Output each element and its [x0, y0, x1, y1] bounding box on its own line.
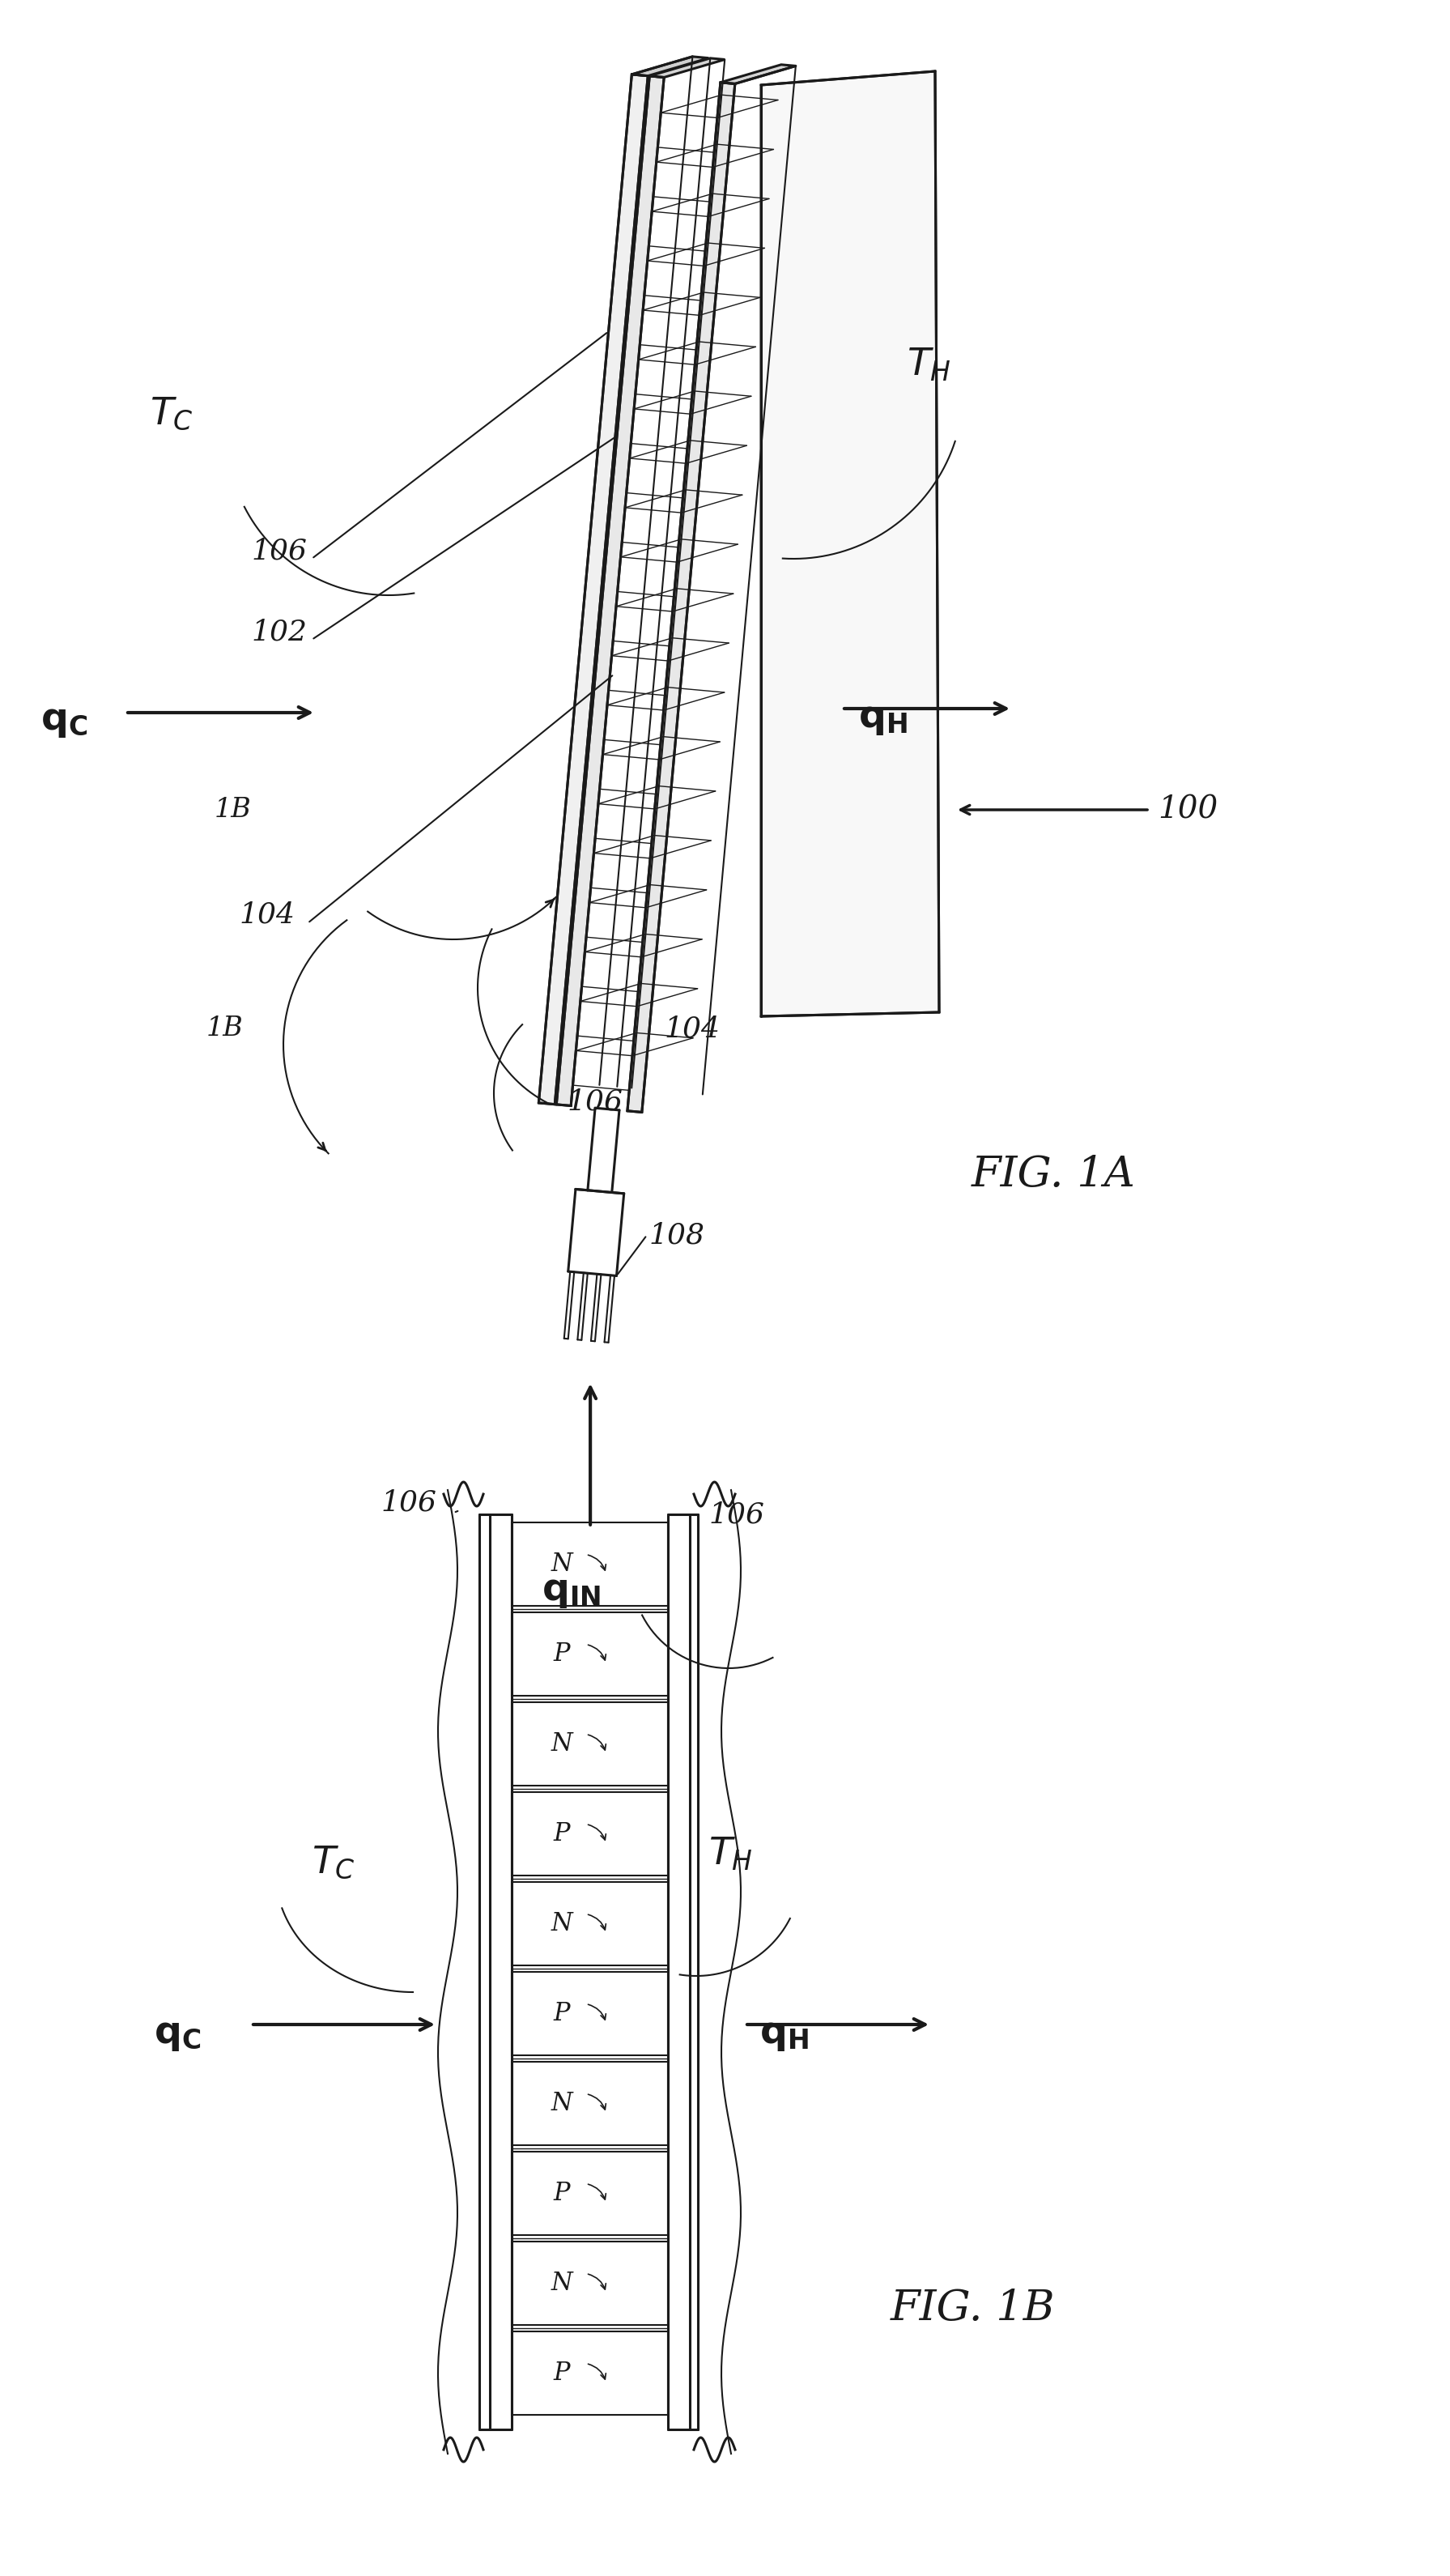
Text: $\mathbf{q_H}$: $\mathbf{q_H}$ — [760, 2017, 809, 2053]
Text: 104: 104 — [664, 1015, 719, 1043]
Bar — [512, 1613, 668, 1695]
Text: 104: 104 — [239, 902, 294, 930]
Bar — [512, 2241, 668, 2326]
Bar — [512, 1703, 668, 1785]
Text: P: P — [554, 2002, 570, 2027]
Text: FIG. 1A: FIG. 1A — [972, 1154, 1135, 1195]
Text: $\mathbf{q_{IN}}$: $\mathbf{q_{IN}}$ — [542, 1574, 600, 1610]
Bar — [512, 1971, 668, 2056]
Text: $\mathbf{q_H}$: $\mathbf{q_H}$ — [858, 701, 908, 737]
Bar — [512, 1793, 668, 1875]
Text: P: P — [554, 2182, 570, 2205]
Polygon shape — [761, 72, 940, 1018]
Polygon shape — [628, 82, 735, 1113]
Bar — [512, 1883, 668, 1965]
Text: $T_H$: $T_H$ — [709, 1837, 753, 1873]
Polygon shape — [557, 77, 664, 1105]
Text: $\mathbf{q_C}$: $\mathbf{q_C}$ — [41, 703, 87, 739]
Text: P: P — [554, 1641, 570, 1667]
Polygon shape — [650, 59, 725, 77]
Text: 106: 106 — [380, 1489, 436, 1515]
Text: P: P — [554, 1821, 570, 1847]
Text: 1B: 1B — [215, 796, 252, 822]
Text: N: N — [551, 2092, 573, 2115]
Text: 102: 102 — [251, 618, 307, 647]
Text: N: N — [551, 1731, 573, 1757]
Text: $T_C$: $T_C$ — [149, 394, 193, 433]
Text: $T_H$: $T_H$ — [906, 345, 951, 384]
Text: $T_C$: $T_C$ — [312, 1844, 355, 1880]
Text: P: P — [554, 2360, 570, 2385]
Polygon shape — [539, 75, 648, 1105]
Text: $\mathbf{q_C}$: $\mathbf{q_C}$ — [154, 2017, 202, 2053]
Polygon shape — [721, 64, 796, 85]
Text: N: N — [551, 1911, 573, 1937]
Bar — [512, 2151, 668, 2236]
Text: 108: 108 — [648, 1221, 705, 1249]
Text: 100: 100 — [1157, 796, 1218, 824]
Text: 106: 106 — [567, 1087, 622, 1115]
Bar — [512, 2061, 668, 2146]
Text: 106: 106 — [251, 536, 307, 564]
Text: FIG. 1B: FIG. 1B — [890, 2287, 1056, 2329]
Text: N: N — [551, 1551, 573, 1577]
Bar — [512, 2331, 668, 2414]
Text: N: N — [551, 2269, 573, 2295]
Polygon shape — [632, 57, 709, 75]
Bar — [512, 1522, 668, 1605]
Text: 1B: 1B — [206, 1015, 244, 1041]
Text: 106: 106 — [709, 1502, 764, 1528]
